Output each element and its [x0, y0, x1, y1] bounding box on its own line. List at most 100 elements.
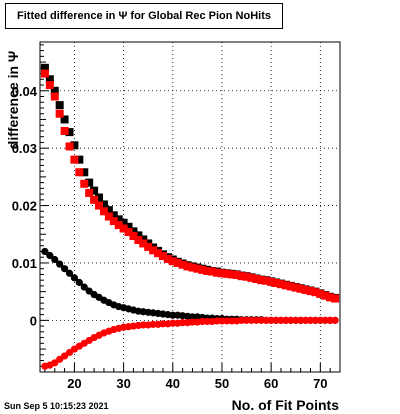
data-point-square [154, 249, 163, 258]
data-point-circle [213, 317, 221, 325]
data-point-circle [277, 316, 285, 324]
data-point-square [276, 280, 285, 289]
data-point-square [119, 224, 128, 233]
data-point-square [70, 155, 79, 164]
data-point-circle [223, 317, 231, 325]
data-point-circle [188, 318, 197, 326]
data-point-square [45, 75, 54, 84]
data-point-square [55, 101, 64, 110]
data-point-square [104, 212, 113, 221]
data-point-square [257, 276, 266, 285]
data-point-square [178, 260, 187, 269]
data-point-circle [316, 316, 324, 324]
data-point-circle [238, 316, 246, 324]
x-axis-label: No. of Fit Points [231, 397, 339, 413]
data-point-square [139, 239, 148, 248]
data-point-square [183, 262, 192, 271]
data-point-square [50, 86, 59, 95]
data-point-square [272, 279, 281, 288]
y-tick-label: 0 [30, 313, 37, 328]
data-point-square [85, 178, 94, 187]
data-point-square [139, 235, 148, 244]
data-point-circle [228, 317, 236, 325]
data-point-square [144, 242, 153, 251]
timestamp: Sun Sep 5 10:15:23 2021 [4, 401, 109, 411]
data-point-square [331, 294, 340, 303]
data-point-square [306, 287, 315, 296]
data-point-circle [297, 316, 305, 324]
data-point-circle [287, 316, 295, 324]
y-axis-label: difference in Ψ [5, 51, 21, 149]
data-point-square [316, 289, 325, 298]
data-point-circle [311, 316, 320, 324]
data-point-circle [169, 319, 177, 327]
chart-title: Fitted difference in Ψ for Global Rec Pi… [17, 10, 271, 22]
data-point-circle [56, 260, 64, 268]
data-point-square [321, 291, 330, 300]
data-point-square [90, 186, 99, 195]
data-point-square [55, 109, 64, 118]
data-point-circle [60, 265, 69, 273]
x-tick-label: 50 [215, 376, 229, 391]
data-point-circle [80, 283, 88, 291]
data-point-square [109, 211, 118, 220]
data-point-circle [321, 316, 329, 324]
chart-title-box: Fitted difference in Ψ for Global Rec Pi… [5, 3, 283, 29]
data-point-square [75, 168, 84, 177]
data-point-circle [218, 317, 226, 325]
data-point-square [40, 63, 49, 72]
data-point-square [252, 275, 261, 284]
data-point-square [60, 126, 69, 135]
data-point-circle [139, 321, 147, 329]
data-point-square [232, 271, 241, 280]
y-tick-label: 0.04 [12, 84, 38, 99]
data-point-circle [331, 316, 339, 324]
data-point-circle [326, 316, 334, 324]
data-point-square [227, 270, 236, 279]
data-point-circle [65, 269, 74, 277]
data-point-square [281, 281, 290, 290]
data-point-square [60, 115, 69, 124]
x-tick-label: 70 [313, 376, 327, 391]
x-tick-label: 60 [264, 376, 278, 391]
data-point-circle [75, 278, 83, 287]
data-point-square [65, 142, 74, 151]
data-point-square [208, 267, 217, 276]
x-tick-label: 30 [116, 376, 130, 391]
data-point-square [85, 188, 94, 197]
data-point-circle [179, 319, 187, 327]
data-point-square [99, 207, 108, 216]
data-point-square [114, 221, 123, 230]
data-point-square [158, 252, 167, 261]
data-point-circle [252, 316, 260, 324]
data-point-circle [203, 317, 211, 326]
data-point-circle [257, 316, 265, 324]
data-point-square [109, 217, 118, 226]
data-point-square [168, 257, 177, 266]
data-point-square [311, 288, 320, 297]
data-point-square [291, 283, 300, 292]
data-point-square [40, 69, 49, 78]
data-point-square [326, 293, 335, 302]
data-point-square [65, 128, 74, 137]
data-point-square [114, 215, 123, 224]
data-point-square [124, 222, 133, 231]
data-point-circle [262, 316, 270, 324]
data-point-square [267, 277, 276, 286]
data-point-square [90, 195, 99, 204]
data-point-square [104, 206, 113, 215]
data-point-circle [51, 255, 59, 264]
x-tick-label: 20 [67, 376, 81, 391]
data-point-square [193, 264, 202, 273]
data-point-square [237, 272, 246, 281]
data-point-square [296, 284, 305, 293]
data-point-square [99, 200, 108, 209]
data-point-square [70, 141, 79, 150]
data-point-square [286, 282, 295, 291]
data-point-circle [159, 320, 167, 328]
data-point-circle [282, 316, 290, 324]
data-point-circle [70, 274, 79, 282]
data-point-square [75, 155, 84, 164]
data-point-square [217, 269, 226, 278]
data-point-square [242, 272, 251, 281]
